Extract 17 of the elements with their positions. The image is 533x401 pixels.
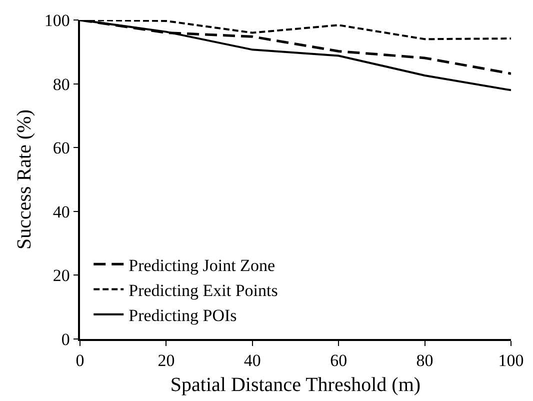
x-tick-label: 40: [244, 351, 261, 370]
y-tick-label: 20: [52, 266, 70, 286]
x-tick-label: 20: [158, 351, 175, 370]
legend-label: Predicting Exit Points: [128, 280, 278, 300]
y-tick-label: 0: [61, 330, 70, 349]
x-tick-label: 100: [498, 351, 524, 370]
y-tick-label: 100: [44, 10, 70, 30]
x-tick-label: 60: [330, 351, 348, 370]
x-axis-title: Spatial Distance Threshold (m): [170, 374, 421, 396]
y-axis-title: Success Rate (%): [13, 110, 36, 250]
x-tick-label: 0: [76, 351, 84, 370]
legend-label: Predicting POIs: [128, 306, 237, 325]
legend-label: Predicting Joint Zone: [128, 256, 275, 275]
y-tick-label: 60: [52, 138, 70, 158]
y-tick-label: 80: [52, 74, 70, 94]
x-tick-label: 80: [416, 351, 434, 370]
y-tick-label: 40: [52, 202, 70, 222]
